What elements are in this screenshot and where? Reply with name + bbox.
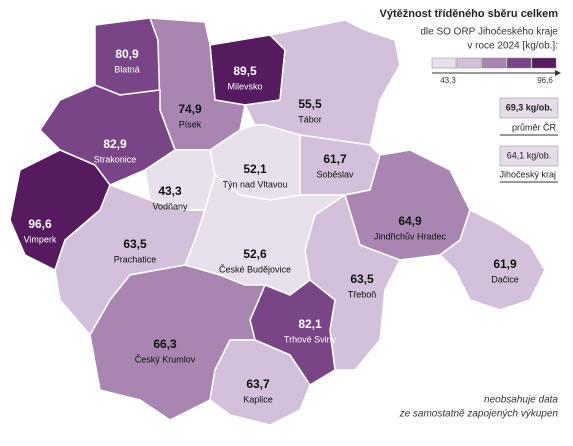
reference-label: Jihočeský kraj xyxy=(499,169,556,179)
legend-subtitle: v roce 2024 [kg/ob.]: xyxy=(467,41,558,52)
scale-swatch xyxy=(431,57,457,69)
legend-scale xyxy=(431,57,557,69)
region-value: 82,9 xyxy=(103,137,127,151)
region-value: 89,5 xyxy=(233,64,257,78)
region xyxy=(438,208,546,311)
region-name: Dačice xyxy=(491,274,519,284)
scale-max: 96,6 xyxy=(537,76,553,85)
region-name: Jindřichův Hradec xyxy=(374,231,447,241)
region-name: Blatná xyxy=(114,64,140,74)
region-value: 55,5 xyxy=(298,97,322,111)
note: neobsahuje data xyxy=(484,395,558,406)
region xyxy=(209,339,311,426)
region-name: Tábor xyxy=(298,114,322,124)
scale-min: 43,3 xyxy=(440,76,456,85)
reference-box xyxy=(499,145,559,167)
region-value: 43,3 xyxy=(158,184,182,198)
region-name: Strakonice xyxy=(94,154,137,164)
scale-swatch xyxy=(481,57,507,69)
region-value: 74,9 xyxy=(178,102,202,116)
region-name: Kaplice xyxy=(243,394,273,404)
region-name: České Budějovice xyxy=(219,264,291,274)
region-value: 52,1 xyxy=(243,162,267,176)
region-value: 80,9 xyxy=(115,47,139,61)
region-name: Soběslav xyxy=(316,169,354,179)
region-value: 61,9 xyxy=(493,257,517,271)
region-name: Vimperk xyxy=(24,234,57,244)
scale-swatch xyxy=(531,57,557,69)
region-value: 82,1 xyxy=(298,317,322,331)
region-name: Třeboň xyxy=(348,289,377,299)
scale-swatch xyxy=(506,57,532,69)
region-value: 96,6 xyxy=(28,217,52,231)
region-name: Milevsko xyxy=(227,81,262,91)
reference-value: 64,1 kg/ob. xyxy=(507,150,552,160)
region-value: 66,3 xyxy=(153,337,177,351)
scale-swatch xyxy=(456,57,482,69)
region-value: 64,9 xyxy=(398,214,422,228)
legend-title: Výtěžnost tříděného sběru celkem xyxy=(380,8,559,20)
scale-arrow-head xyxy=(555,70,561,76)
region-name: Prachatice xyxy=(114,254,157,264)
region-value: 63,5 xyxy=(350,272,374,286)
region-name: Trhové Sviny xyxy=(284,334,337,344)
note: ze samostatně zapojených výkupen xyxy=(399,409,559,420)
region-name: Písek xyxy=(179,119,202,129)
reference-value: 69,3 kg/ob. xyxy=(506,102,553,112)
region-value: 52,6 xyxy=(243,247,267,261)
regions xyxy=(9,17,546,426)
labels: 80,9 Blatná 89,5 Milevsko 74,9 Písek 55,5 Tábor… xyxy=(24,47,519,404)
region-value: 61,7 xyxy=(323,152,347,166)
region-value: 63,7 xyxy=(246,377,270,391)
reference-box xyxy=(499,97,559,119)
region-value: 63,5 xyxy=(123,237,147,251)
region-name: Týn nad Vltavou xyxy=(222,179,287,189)
region-name: Český Krumlov xyxy=(135,354,196,364)
region-name: Vodňany xyxy=(152,201,188,211)
legend-subtitle: dle SO ORP Jihočeského kraje xyxy=(420,27,558,38)
reference-label: průměr ČR xyxy=(512,122,557,132)
